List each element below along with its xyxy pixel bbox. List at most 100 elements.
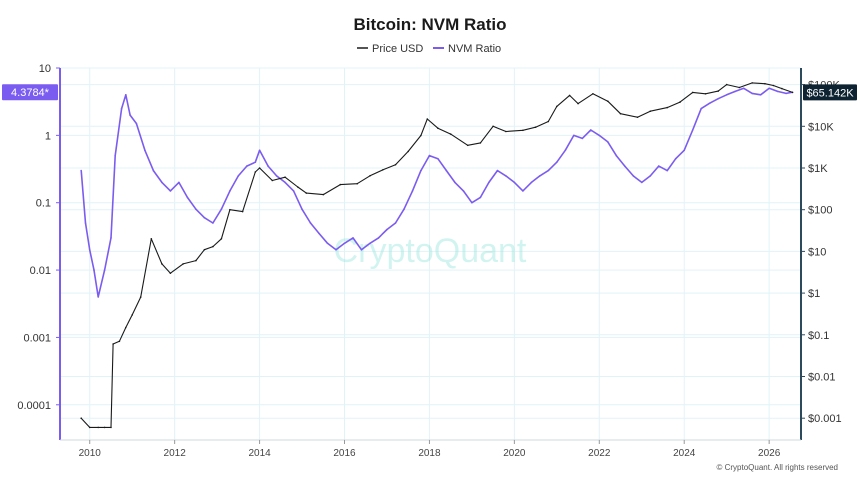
price-point-2 <box>97 426 99 429</box>
nvm-point-6 <box>110 237 112 239</box>
nvm-point-16 <box>178 181 180 184</box>
nvm-point-17 <box>186 196 189 199</box>
nvm-point-57 <box>522 190 524 192</box>
plot-area <box>80 82 794 429</box>
nvm-point-3 <box>93 269 95 271</box>
nvm-point-15 <box>169 190 172 192</box>
price-point-9 <box>139 296 142 298</box>
nvm-point-4 <box>97 296 99 298</box>
nvm-point-36 <box>343 242 346 245</box>
nvm-point-29 <box>284 181 286 184</box>
price-point-24 <box>297 186 299 188</box>
price-point-15 <box>203 248 206 251</box>
price-point-30 <box>381 169 384 171</box>
price-point-6 <box>118 340 121 343</box>
nvm-point-50 <box>462 190 465 192</box>
nvm-point-45 <box>420 169 422 172</box>
price-point-34 <box>426 118 429 120</box>
price-point-54 <box>691 91 694 94</box>
chart-title: Bitcoin: NVM Ratio <box>354 15 507 34</box>
current-nvm-value: 4.3784* <box>11 87 50 99</box>
nvm-point-42 <box>394 222 397 224</box>
nvm-point-62 <box>564 149 567 152</box>
price-point-62 <box>781 87 783 90</box>
price-point-16 <box>212 245 214 248</box>
nvm-point-72 <box>649 175 652 177</box>
nvm-point-82 <box>734 90 736 93</box>
price-point-3 <box>103 426 106 429</box>
x-tick-label-8: 2026 <box>758 448 781 459</box>
price-point-22 <box>271 179 274 182</box>
nvm-point-13 <box>152 169 155 172</box>
nvm-point-0 <box>80 169 82 172</box>
nvm-point-39 <box>369 242 371 245</box>
nvm-point-65 <box>590 129 592 131</box>
nvm-point-53 <box>488 181 490 184</box>
nvm-point-40 <box>377 237 380 239</box>
nvm-point-78 <box>700 107 702 110</box>
price-point-45 <box>568 94 571 97</box>
left-tick-label-4: 0.001 <box>23 332 51 344</box>
left-tick-label-5: 0.0001 <box>17 400 51 412</box>
current-price-flag-box <box>803 84 857 101</box>
price-point-11 <box>161 263 163 265</box>
right-tick-label-1: $10K <box>808 121 834 133</box>
nvm-point-75 <box>674 157 677 160</box>
price-point-31 <box>394 163 397 166</box>
nvm-point-14 <box>161 181 163 184</box>
price-point-12 <box>169 272 172 275</box>
legend-nvm-label[interactable]: NVM Ratio <box>448 43 501 55</box>
price-point-1 <box>88 426 91 429</box>
nvm-point-49 <box>454 181 456 184</box>
price-point-58 <box>738 86 741 89</box>
nvm-point-9 <box>125 94 127 96</box>
price-point-7 <box>125 326 127 329</box>
x-tick-label-1: 2012 <box>164 448 187 459</box>
legend-price-label[interactable]: Price USD <box>372 43 423 55</box>
nvm-ratio-series-line <box>80 87 793 298</box>
nvm-point-22 <box>229 190 231 192</box>
nvm-point-8 <box>120 107 123 110</box>
nvm-point-30 <box>292 190 295 192</box>
right-tick-label-4: $10 <box>808 246 826 258</box>
nvm-point-41 <box>386 228 388 231</box>
nvm-point-25 <box>254 161 257 163</box>
price-point-32 <box>407 150 410 153</box>
nvm-point-27 <box>267 165 269 167</box>
price-point-56 <box>717 90 719 92</box>
price-point-23 <box>284 176 286 178</box>
nvm-point-38 <box>360 249 363 251</box>
nvm-point-5 <box>103 269 106 271</box>
nvm-point-35 <box>335 249 337 251</box>
nvm-point-68 <box>615 154 618 157</box>
nvm-point-26 <box>258 149 261 152</box>
price-point-42 <box>534 126 537 128</box>
price-point-36 <box>449 133 452 135</box>
x-tick-label-2: 2014 <box>248 448 271 459</box>
price-point-13 <box>182 263 184 265</box>
price-point-29 <box>369 175 371 177</box>
price-point-44 <box>556 105 558 108</box>
nvm-point-79 <box>708 102 711 104</box>
price-point-55 <box>704 93 707 95</box>
watermark: CryptoQuant <box>334 232 527 270</box>
price-point-51 <box>649 110 652 112</box>
price-point-37 <box>466 144 469 147</box>
right-axis: $100K$10K$1K$100$10$1$0.1$0.01$0.001 <box>800 68 842 440</box>
x-tick-label-5: 2020 <box>503 448 526 459</box>
price-point-52 <box>666 106 668 109</box>
nvm-point-37 <box>352 237 354 239</box>
grid-lines <box>60 67 801 440</box>
price-point-53 <box>679 101 681 103</box>
price-point-46 <box>577 102 579 105</box>
price-point-10 <box>150 238 153 240</box>
price-point-17 <box>220 238 223 240</box>
nvm-point-76 <box>683 149 685 152</box>
right-tick-label-7: $0.01 <box>808 371 836 383</box>
price-point-27 <box>339 183 342 186</box>
price-point-59 <box>751 82 753 84</box>
current-nvm-flag: 4.3784* <box>2 84 58 101</box>
right-tick-label-3: $100 <box>808 205 832 217</box>
price-point-20 <box>254 171 257 173</box>
